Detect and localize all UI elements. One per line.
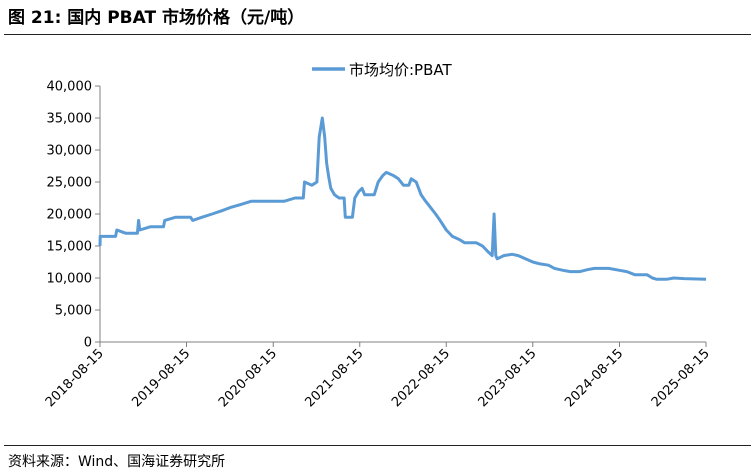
axes [99, 86, 706, 343]
top-rule [4, 34, 751, 35]
y-tick-label: 35,000 [47, 112, 93, 127]
x-tick-label: 2022-08-15 [389, 346, 453, 410]
plot-area [98, 116, 707, 281]
x-tick-label: 2024-08-15 [562, 346, 626, 410]
bottom-rule [4, 445, 751, 446]
y-tick-label: 30,000 [47, 144, 93, 159]
y-tick-label: 20,000 [47, 208, 93, 223]
x-axis-ticks: 2018-08-15 2019-08-15 2020-08-15 2021-08-15… [43, 342, 713, 410]
x-tick-label: 2023-08-15 [476, 346, 540, 410]
legend-label: 市场均价:PBAT [349, 61, 452, 79]
y-tick-label: 0 [84, 336, 92, 351]
x-tick-label: 2021-08-15 [303, 346, 367, 410]
y-tick-label: 5,000 [55, 304, 92, 319]
y-tick-label: 40,000 [47, 80, 93, 95]
x-tick-label: 2018-08-15 [43, 346, 107, 410]
y-tick-label: 25,000 [47, 176, 93, 191]
line-chart: 市场均价:PBAT 0 5,000 10,000 15,000 20,000 25,000… [43, 61, 713, 410]
source-note: 资料来源：Wind、国海证券研究所 [8, 454, 226, 470]
x-tick-label: 2019-08-15 [129, 346, 193, 410]
y-axis-ticks: 0 5,000 10,000 15,000 20,000 25,000 30,000 35,0… [47, 80, 100, 351]
figure-title: 图 21: 国内 PBAT 市场价格（元/吨） [8, 8, 305, 28]
y-tick-label: 10,000 [47, 272, 93, 287]
x-tick-label: 2025-08-15 [649, 346, 713, 410]
legend: 市场均价:PBAT [312, 61, 452, 79]
series-line-pbat [98, 116, 707, 281]
y-tick-label: 15,000 [47, 240, 93, 255]
x-tick-label: 2020-08-15 [216, 346, 280, 410]
